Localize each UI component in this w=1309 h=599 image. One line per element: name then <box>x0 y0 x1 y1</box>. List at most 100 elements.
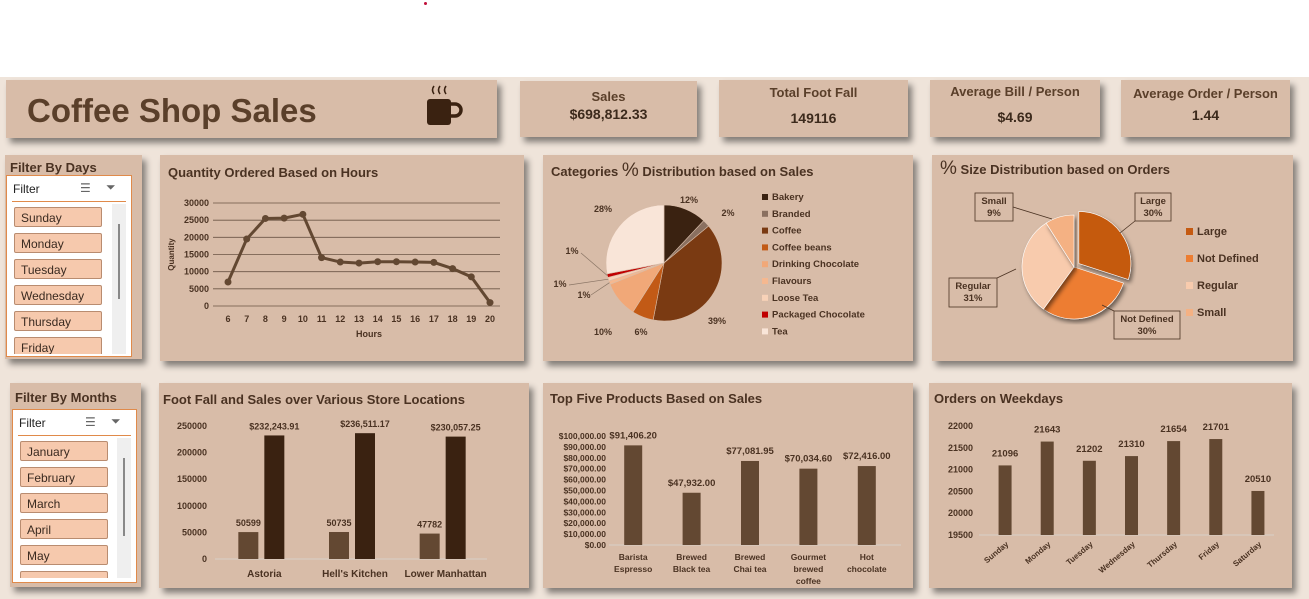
x-tick-label: 12 <box>335 314 345 324</box>
filter-months-header: Filter <box>19 416 46 430</box>
x-tick-label: 18 <box>448 314 458 324</box>
x-tick-label: 10 <box>298 314 308 324</box>
y-tick-label: $50,000.00 <box>563 486 606 496</box>
data-label: 21202 <box>1076 444 1102 455</box>
callout-box <box>974 192 1014 222</box>
scrollbar-thumb[interactable] <box>118 224 120 299</box>
data-label: 6% <box>634 327 647 337</box>
legend-entry: Bakery <box>772 192 804 203</box>
y-tick-label: $0.00 <box>585 540 607 550</box>
data-point <box>486 299 494 307</box>
filter-months-list: January February March April May <box>13 438 136 578</box>
hours-line-chart: 0 5000 10000 15000 20000 25000 30000 6 7 8 9 10 11 12… <box>167 198 500 339</box>
filter-month-item[interactable]: February <box>20 467 108 487</box>
legend-entry: Flavours <box>772 276 812 287</box>
filter-month-item[interactable]: May <box>20 545 108 565</box>
chart-title: Categories % Distribution based on Sales <box>551 160 814 181</box>
clear-filter-icon[interactable]: ⏷ <box>111 414 121 428</box>
legend-swatch <box>762 278 768 284</box>
legend-swatch <box>762 294 768 301</box>
data-label: Small <box>981 196 1006 207</box>
title-card: Coffee Shop Sales <box>6 80 497 138</box>
x-tick-label: brewed <box>794 564 824 574</box>
data-label: 50735 <box>326 518 351 528</box>
data-label: $47,932.00 <box>668 478 716 489</box>
x-tick-label: Espresso <box>614 564 652 574</box>
filter-months-scrollbar[interactable] <box>117 438 131 578</box>
filter-day-item[interactable]: Sunday <box>14 207 102 227</box>
pie-slice <box>605 204 665 275</box>
y-tick-label: 21000 <box>948 465 973 475</box>
callout-box <box>1134 192 1172 222</box>
legend-entry: Coffee <box>772 226 802 237</box>
x-tick-label: 19 <box>466 314 476 324</box>
data-point <box>449 265 457 273</box>
data-point <box>355 259 363 267</box>
x-tick-label: 13 <box>354 314 364 324</box>
leader-line <box>1012 206 1053 220</box>
data-label: 20510 <box>1245 474 1271 485</box>
filter-month-item[interactable]: March <box>20 493 108 513</box>
x-tick-label: Hell's Kitchen <box>322 569 388 580</box>
y-tick-label: 150000 <box>177 474 207 484</box>
x-tick-label: 17 <box>429 314 439 324</box>
bar <box>998 465 1012 535</box>
bar <box>445 436 466 559</box>
pie-slice <box>1021 222 1075 310</box>
filter-day-item[interactable]: Monday <box>14 233 102 253</box>
y-tick-label: 22000 <box>948 421 973 431</box>
x-tick-label: 14 <box>373 314 383 324</box>
x-tick-label: coffee <box>796 576 821 586</box>
filter-month-item[interactable] <box>20 571 108 578</box>
y-tick-label: 20000 <box>184 232 209 242</box>
filter-day-item[interactable]: Tuesday <box>14 259 102 279</box>
multi-select-icon[interactable]: ☰ <box>80 181 91 195</box>
legend-entry: Regular <box>1197 280 1239 292</box>
leader-line <box>1119 220 1136 234</box>
x-tick-label: Thursday <box>1146 539 1180 569</box>
bar <box>329 532 349 559</box>
filter-day-item[interactable]: Friday <box>14 337 102 354</box>
y-tick-label: 100000 <box>177 501 207 511</box>
data-label: 10% <box>594 327 612 337</box>
x-tick-label: Chai tea <box>733 564 766 574</box>
weekdays-chart-card: Orders on Weekdays 19500 20000 20500 21000 2… <box>929 383 1292 588</box>
bar <box>1209 439 1223 535</box>
legend-swatch <box>1186 228 1193 235</box>
data-point <box>374 258 382 266</box>
series-line <box>226 212 492 304</box>
products-bar-chart: $0.00$10,000.00$20,000.00$30,000.00$40,0… <box>559 430 901 586</box>
y-tick-label: $80,000.00 <box>563 453 606 463</box>
multi-select-icon[interactable]: ☰ <box>85 415 96 429</box>
filter-day-item[interactable]: Wednesday <box>14 285 102 305</box>
clear-filter-icon[interactable]: ⏷ <box>106 180 116 194</box>
filter-month-item[interactable]: April <box>20 519 108 539</box>
legend-swatch <box>762 261 768 268</box>
legend-swatch <box>1186 309 1193 316</box>
filter-days-title: Filter By Days <box>10 160 97 175</box>
data-point <box>224 278 232 286</box>
slicer-divider <box>18 435 131 436</box>
data-label: Not Defined <box>1120 314 1174 325</box>
data-point <box>336 258 344 266</box>
data-point <box>467 273 475 281</box>
filter-day-item[interactable]: Thursday <box>14 311 102 331</box>
data-label: 1% <box>577 290 590 300</box>
bar <box>264 435 285 559</box>
data-point <box>243 235 251 243</box>
scrollbar-thumb[interactable] <box>123 458 125 536</box>
data-label: 30% <box>1137 326 1157 337</box>
data-label: 47782 <box>417 520 442 530</box>
filter-months-card: Filter By Months Filter ☰ ⏷ January Febr… <box>10 383 141 587</box>
filter-month-item[interactable]: January <box>20 441 108 461</box>
data-label: 21310 <box>1118 439 1144 450</box>
bar <box>624 445 643 545</box>
y-tick-label: 5000 <box>189 284 209 294</box>
data-point <box>261 214 269 222</box>
data-point <box>318 254 326 262</box>
filter-days-scrollbar[interactable] <box>112 204 126 354</box>
active-cell-marker <box>424 2 427 5</box>
kpi-avg-bill-label: Average Bill / Person <box>950 84 1080 99</box>
leader-line <box>1101 304 1115 312</box>
bar <box>682 492 701 545</box>
